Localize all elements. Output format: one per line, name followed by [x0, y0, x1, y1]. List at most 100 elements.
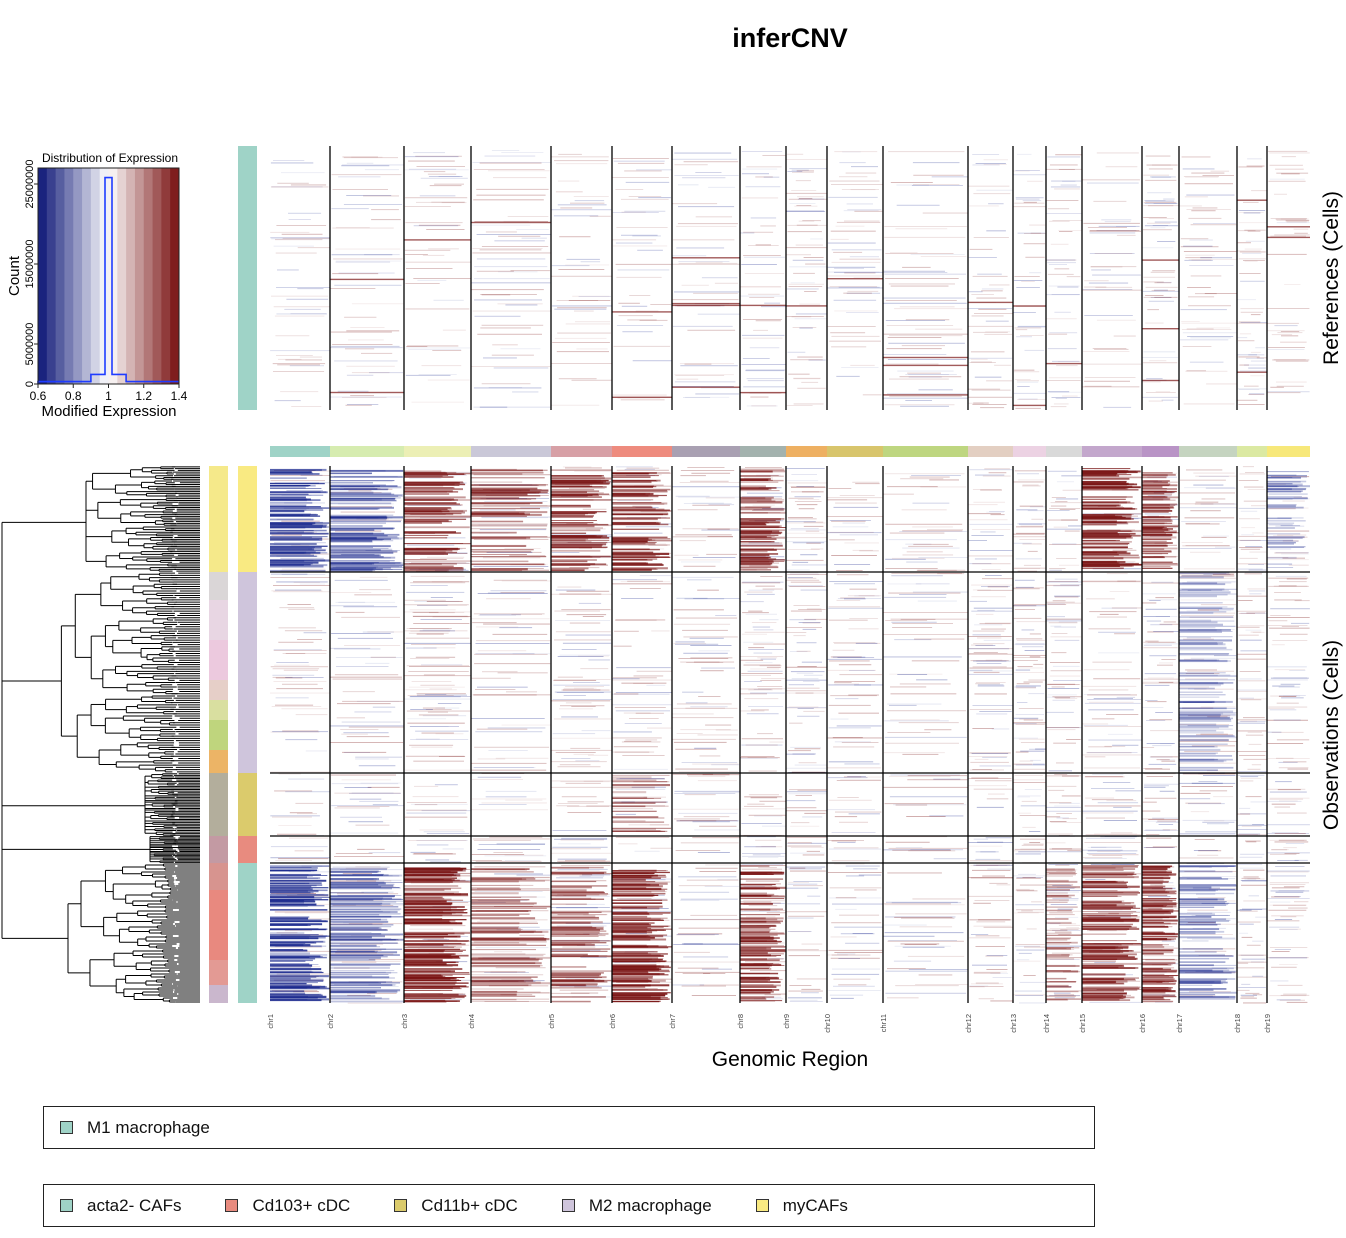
cnv-signal — [912, 526, 953, 528]
cnv-signal — [1046, 259, 1077, 261]
cnv-signal — [481, 383, 531, 385]
cnv-signal — [418, 568, 452, 570]
cnv-block-row — [404, 569, 464, 572]
cnv-signal — [1144, 783, 1179, 785]
cnv-signal — [1281, 335, 1299, 337]
cnv-signal — [790, 581, 822, 583]
cnv-signal — [1050, 662, 1080, 663]
cnv-signal — [1180, 792, 1211, 794]
cnv-signal — [412, 615, 468, 617]
cnv-block-row — [404, 897, 445, 900]
cnv-signal — [789, 573, 820, 575]
cnv-signal — [1268, 909, 1307, 911]
cnv-signal — [1285, 220, 1309, 222]
cnv-signal — [680, 842, 739, 844]
cnv-signal — [574, 200, 605, 202]
cnv-signal — [791, 474, 817, 475]
cnv-block-row — [612, 960, 650, 963]
cnv-block-row — [740, 479, 773, 481]
cnv-block-row — [471, 468, 517, 470]
cnv-block-row — [270, 902, 304, 904]
cnv-signal — [789, 867, 806, 869]
cnv-signal — [908, 376, 942, 378]
cnv-signal — [635, 310, 659, 312]
cnv-signal — [650, 304, 671, 305]
cnv-signal — [1021, 800, 1037, 802]
cnv-signal — [285, 791, 330, 793]
cnv-signal — [407, 718, 446, 720]
cnv-block-row — [740, 536, 767, 538]
cnv-signal — [795, 795, 812, 796]
cnv-signal — [274, 911, 330, 913]
cnv-signal — [989, 511, 1005, 512]
cnv-signal — [1091, 269, 1111, 271]
cnv-signal — [291, 544, 310, 546]
cnv-signal — [1017, 381, 1039, 383]
cnv-signal — [1270, 980, 1289, 982]
cnv-signal — [332, 189, 388, 190]
cnv-signal — [973, 838, 989, 840]
cnv-signal — [831, 840, 856, 842]
cnv-block-row — [1142, 565, 1171, 568]
cnv-signal — [789, 789, 827, 791]
cnv-signal — [975, 858, 1001, 860]
cnv-block-row — [1142, 499, 1176, 501]
cnv-signal — [786, 247, 827, 249]
cnv-block-row — [270, 526, 322, 529]
cnv-signal — [1270, 677, 1309, 679]
cnv-signal — [1147, 701, 1167, 703]
cnv-signal — [481, 246, 549, 247]
cnv-block-row — [612, 514, 668, 516]
cnv-signal — [1239, 473, 1265, 475]
cnv-block-row — [270, 999, 322, 1002]
cnv-signal — [1180, 339, 1229, 341]
cnv-signal — [982, 475, 1011, 477]
cnv-block-row — [612, 952, 648, 954]
cnv-signal — [974, 624, 1003, 626]
cnv-block-row — [330, 520, 401, 523]
cnv-signal — [748, 857, 779, 858]
cnv-block-row — [471, 959, 539, 962]
cnv-signal — [1153, 203, 1177, 204]
cnv-signal — [348, 726, 404, 728]
cnv-signal — [409, 628, 452, 629]
cnv-block-row — [551, 916, 599, 919]
cnv-block-row — [471, 954, 544, 957]
cnv-signal — [285, 677, 324, 678]
cnv-signal — [888, 847, 968, 849]
cnv-signal — [281, 520, 320, 522]
cnv-signal — [1270, 853, 1297, 855]
cnv-signal — [332, 904, 404, 906]
cnv-signal — [976, 189, 1013, 191]
cnv-block-row — [471, 502, 543, 504]
cnv-signal — [968, 670, 1012, 672]
cnv-signal — [1194, 688, 1234, 690]
cnv-signal — [1019, 884, 1046, 886]
cnv-signal — [697, 780, 737, 782]
cnv-signal — [927, 529, 963, 531]
cnv-block-row — [270, 471, 313, 473]
cnv-block-row — [471, 998, 550, 1000]
cnv-signal — [614, 878, 672, 880]
cnv-signal — [273, 585, 330, 586]
cnv-signal — [294, 850, 324, 852]
cnv-signal — [828, 704, 871, 706]
cnv-signal — [1088, 282, 1129, 284]
cnv-signal — [1238, 987, 1266, 988]
cnv-signal — [556, 692, 604, 693]
cnv-signal — [683, 503, 732, 504]
cnv-signal — [693, 598, 740, 599]
cnv-signal — [1188, 715, 1231, 717]
cnv-signal — [557, 180, 580, 182]
cnv-signal — [335, 260, 401, 262]
cnv-block-row — [612, 506, 653, 509]
cnv-block-row — [330, 480, 395, 482]
cnv-signal — [1159, 790, 1175, 792]
cnv-signal — [1016, 639, 1045, 641]
cnv-signal — [409, 477, 442, 479]
cnv-signal — [1062, 971, 1079, 973]
cnv-block-row — [270, 994, 323, 996]
cnv-block-row — [551, 527, 603, 529]
cnv-signal — [1086, 853, 1137, 854]
cnv-signal — [915, 583, 950, 585]
